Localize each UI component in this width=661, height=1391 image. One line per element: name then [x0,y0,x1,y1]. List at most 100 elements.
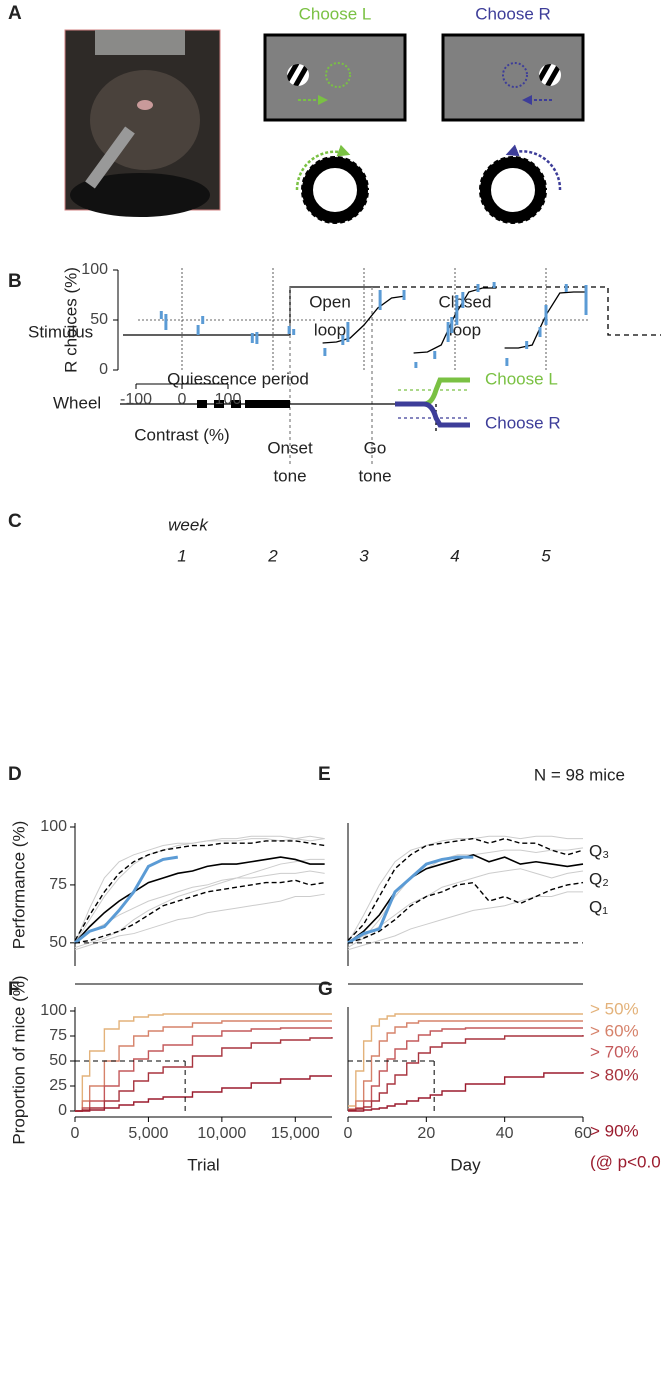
go-tone-label: tone [358,466,391,485]
series-line [347,891,583,951]
y-tick-label: 75 [49,876,67,893]
quiescence-label: Quiescence period [167,369,309,388]
x-axis-label: Trial [187,1155,219,1174]
panel-label: D [8,764,22,785]
open-loop-label: loop [314,320,346,339]
series-line [348,1027,583,1111]
panel-label: C [8,511,22,532]
x-tick-label: 40 [496,1125,514,1142]
quiescence-blocks [197,400,290,408]
week-label: 3 [359,546,369,565]
wheel-right [478,144,562,225]
stimulus-label: Stimulus [28,322,93,341]
x-tick-label: 100 [215,391,242,408]
choose-right-title: Choose R [475,4,551,23]
series-label: Q₃ [589,841,609,860]
x-tick-label: 5,000 [128,1125,168,1142]
legend-label: > 80% [590,1065,639,1084]
series-line [74,858,325,948]
y-tick-label: 50 [90,311,108,328]
series-line [348,1020,583,1110]
week-label: 2 [267,546,278,565]
y-tick-label: 0 [58,1102,67,1119]
legend-label: > 70% [590,1042,639,1061]
series-line [75,1037,333,1112]
go-tone-label: Go [364,438,387,457]
x-tick-label: 15,000 [271,1125,320,1142]
legend-label: > 90% [590,1121,639,1140]
series-line [347,868,584,944]
choose-left-label: Choose L [485,369,558,388]
chart-title: week [168,515,209,534]
series-line [348,1035,584,1111]
x-tick-label: 10,000 [197,1125,246,1142]
series-line [347,855,474,945]
x-tick-label: 0 [71,1125,80,1142]
y-tick-label: 100 [81,261,108,278]
onset-tone-label: tone [273,466,306,485]
closed-loop-label: Closed [439,292,492,311]
y-tick-label: 50 [49,934,67,951]
series-line [75,1020,332,1112]
week-label: 5 [541,546,551,565]
series-label: Q₂ [589,869,609,888]
closed-loop-label: loop [449,320,481,339]
y-tick-label: 100 [40,818,67,835]
y-axis-label: Proportion of mice (%) [9,975,28,1144]
legend-label: > 50% [590,999,639,1018]
panel-label: G [318,979,333,1000]
series-line [74,893,325,951]
series-line [75,1075,332,1112]
timeline [120,286,661,465]
week-label: 1 [177,546,186,565]
y-tick-label: 25 [49,1077,67,1094]
wheel-left [295,144,370,225]
open-loop-label: Open [309,292,351,311]
screen-right [441,33,585,122]
screen-left [263,33,407,122]
onset-tone-label: Onset [267,438,313,457]
y-tick-label: 50 [49,1052,67,1069]
annotation: N = 98 mice [534,765,625,784]
series-line [74,855,179,945]
series-line [74,838,325,944]
x-axis-label: Day [450,1155,481,1174]
fit-curve [413,287,497,354]
series-line [75,1013,332,1112]
panel-label: B [8,271,22,292]
x-tick-label: 20 [417,1125,435,1142]
week-label: 4 [450,546,459,565]
y-axis-label: Performance (%) [9,821,28,949]
x-tick-label: 60 [574,1125,592,1142]
legend-label: > 60% [590,1021,639,1040]
x-tick-label: 0 [344,1125,353,1142]
series-line [348,1072,584,1112]
series-line [74,879,325,944]
choose-left-title: Choose L [299,4,372,23]
series-line [348,1013,583,1107]
y-tick-label: 100 [40,1002,67,1019]
series-line [347,881,584,944]
panel-label: F [8,979,20,1000]
mouse-photo [64,29,221,217]
x-tick-label: -100 [120,391,152,408]
annotation: (@ p<0.05) [590,1152,661,1171]
series-line [347,837,584,942]
series-line [74,870,325,939]
panel-label: A [8,3,22,24]
choose-right-label: Choose R [485,413,561,432]
y-tick-label: 75 [49,1027,67,1044]
panel-label: E [318,764,331,785]
x-axis-label: Contrast (%) [134,425,229,444]
x-tick-label: 0 [178,391,187,408]
series-line [74,840,325,941]
series-line [75,1027,332,1112]
series-line [74,856,325,944]
fit-curve [322,295,406,344]
series-line [347,853,584,944]
y-axis-label: R choices (%) [61,267,80,373]
wheel-label: Wheel [53,393,101,412]
y-tick-label: 0 [99,361,108,378]
series-line [347,835,583,944]
